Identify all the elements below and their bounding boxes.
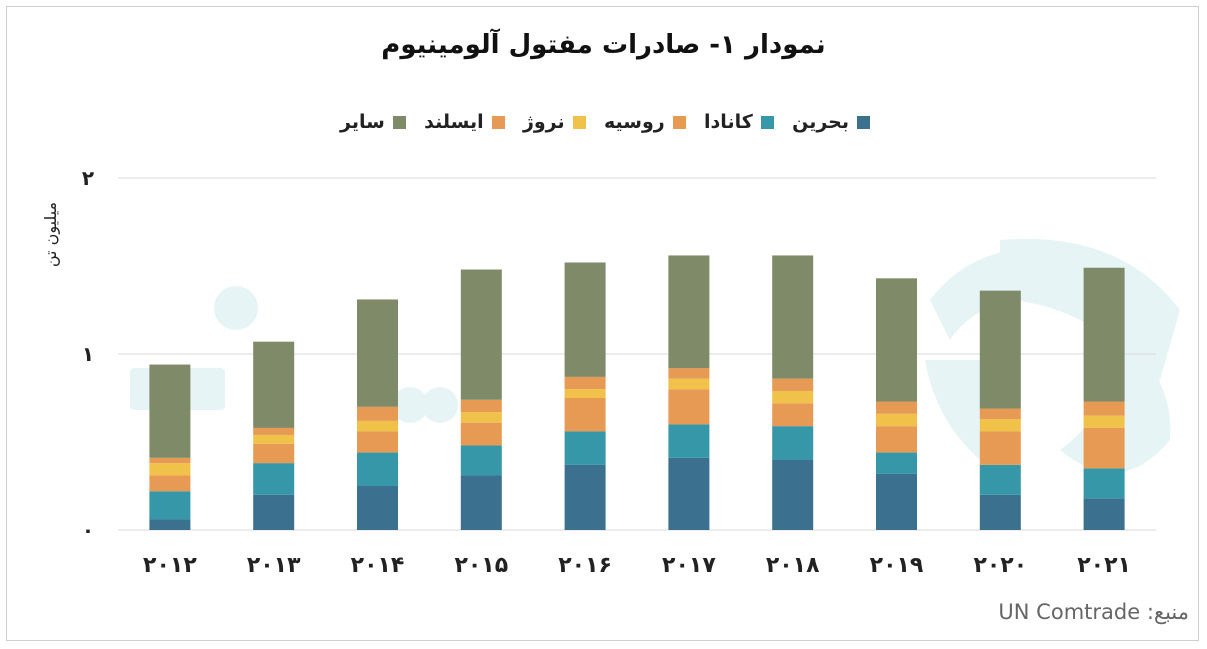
legend-label: روسیه (603, 111, 665, 133)
bar-segment (149, 457, 191, 464)
legend-label: کانادا (704, 111, 753, 133)
y-tick-label: ۱ (82, 342, 94, 366)
bar-segment (668, 368, 710, 379)
bar-segment (357, 420, 398, 432)
legend-item: سایر (340, 111, 406, 133)
bar-segment (772, 378, 814, 391)
legend-swatch (672, 115, 686, 129)
bar-segment (460, 269, 502, 400)
bar-segment (149, 475, 191, 492)
legend-item: کانادا (704, 111, 774, 133)
bar-segment (772, 459, 814, 530)
bar-segment (460, 475, 502, 530)
x-tick-label: ۲۰۱۶ (558, 553, 612, 578)
bar-segment (979, 431, 1021, 465)
x-tick-label: ۲۰۱۵ (454, 553, 508, 578)
bar-segment (149, 364, 191, 458)
bar-segment (876, 452, 917, 474)
bar-segment (668, 424, 710, 458)
bar-segment (460, 422, 502, 446)
legend-item: نروژ (523, 111, 586, 133)
x-tick-label: ۲۰۱۲ (143, 553, 197, 578)
x-tick-label: ۲۰۱۷ (662, 553, 716, 578)
bar-segment (357, 431, 398, 453)
legend-swatch (857, 115, 870, 129)
bar-segment (564, 389, 606, 398)
bar-segment (668, 457, 710, 530)
y-tick-label: ۰ (82, 518, 94, 542)
bar-segment (564, 262, 606, 377)
bar-segment (253, 434, 295, 444)
bar-segment (460, 399, 502, 413)
bar-segment (253, 443, 295, 464)
bar-segment (1083, 468, 1125, 499)
bar-segment (772, 390, 814, 404)
bar-segment (149, 491, 191, 520)
bar-segment (876, 278, 917, 402)
legend-label: بحرین (792, 111, 849, 133)
legend-swatch (760, 115, 774, 129)
legend-item: روسیه (604, 111, 686, 133)
source-note: منبع: UN Comtrade (998, 600, 1189, 624)
chart-legend: بحرین کانادا روسیه نروژ ایسلند سایر (340, 111, 870, 133)
bar-segment (253, 494, 295, 530)
bar-segment (876, 401, 917, 414)
bar-segment (979, 408, 1021, 420)
bar-segment (357, 299, 398, 407)
bar-segment (668, 378, 710, 390)
bar-segment (357, 486, 398, 530)
bar-segment (253, 341, 295, 428)
bar-segment (979, 419, 1021, 432)
bar-segment (772, 426, 814, 460)
bar-segment (1083, 498, 1125, 530)
legend-swatch (491, 115, 505, 129)
y-tick-label: ۲ (82, 166, 94, 190)
legend-item: بحرین (792, 111, 870, 133)
bar-segment (876, 426, 917, 453)
bar-segment (357, 452, 398, 486)
chart-frame (6, 6, 1199, 641)
bar-segment (564, 398, 606, 432)
bar-segment (564, 464, 606, 530)
bar-segment (668, 389, 710, 425)
legend-swatch (572, 115, 586, 129)
x-tick-label: ۲۰۱۴ (351, 553, 405, 578)
bar-segment (1083, 415, 1125, 428)
bar-segment (772, 255, 814, 379)
bar-segment (876, 473, 917, 530)
x-tick-label: ۲۰۱۳ (247, 553, 301, 578)
bar-segment (668, 255, 710, 369)
legend-item: ایسلند (424, 111, 505, 133)
x-tick-label: ۲۰۱۹ (870, 553, 924, 578)
legend-label: سایر (340, 111, 385, 133)
x-tick-label: ۲۰۲۱ (1077, 553, 1131, 578)
bar-segment (149, 463, 191, 476)
bar-segment (979, 464, 1021, 495)
bar-segment (253, 427, 295, 435)
bar-segment (149, 519, 191, 530)
bar-segment (253, 463, 295, 495)
bar-segment (979, 494, 1021, 530)
x-tick-label: ۲۰۲۰ (973, 553, 1027, 578)
bar-segment (357, 406, 398, 421)
legend-label: نروژ (522, 111, 565, 133)
legend-swatch (392, 115, 406, 129)
bar-segment (1083, 401, 1125, 416)
bar-segment (876, 413, 917, 427)
bar-segment (564, 431, 606, 465)
bar-segment (979, 290, 1021, 409)
bar-segment (564, 376, 606, 390)
legend-label: ایسلند (424, 111, 484, 133)
bar-segment (1083, 427, 1125, 469)
x-tick-label: ۲۰۱۸ (766, 553, 820, 578)
bar-segment (460, 445, 502, 476)
bar-segment (460, 412, 502, 423)
bar-segment (1083, 267, 1125, 402)
bar-segment (772, 403, 814, 427)
chart-title: نمودار ۱- صادرات مفتول آلومینیوم (381, 30, 826, 60)
